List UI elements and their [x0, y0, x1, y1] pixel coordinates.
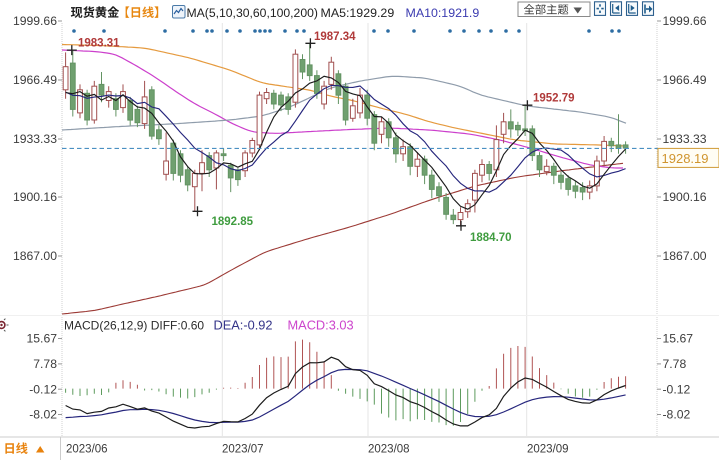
svg-text:1933.33: 1933.33 — [13, 132, 57, 146]
svg-text:2023/06: 2023/06 — [66, 444, 108, 456]
svg-text:-0.12: -0.12 — [663, 382, 691, 396]
svg-text:1928.19: 1928.19 — [662, 151, 709, 166]
svg-text:1999.66: 1999.66 — [663, 14, 707, 28]
svg-text:1900.16: 1900.16 — [663, 190, 707, 204]
svg-text:1933.33: 1933.33 — [663, 132, 707, 146]
svg-text:1900.16: 1900.16 — [13, 190, 57, 204]
svg-text:1966.49: 1966.49 — [663, 73, 707, 87]
svg-text:MA10:1921.9: MA10:1921.9 — [406, 6, 480, 20]
svg-text:-0.12: -0.12 — [29, 382, 57, 396]
svg-text:1987.34: 1987.34 — [314, 31, 356, 43]
svg-text:1867.00: 1867.00 — [13, 249, 57, 263]
svg-text:1892.85: 1892.85 — [212, 216, 254, 228]
svg-text:-8.02: -8.02 — [663, 408, 691, 422]
svg-text:DEA:-0.92: DEA:-0.92 — [214, 318, 273, 333]
svg-text:1983.31: 1983.31 — [78, 38, 120, 50]
svg-text:7.78: 7.78 — [663, 357, 687, 371]
svg-text:1952.79: 1952.79 — [533, 93, 575, 105]
svg-text:1966.49: 1966.49 — [13, 73, 57, 87]
svg-text:MA(5,10,30,60,100,200): MA(5,10,30,60,100,200) — [187, 6, 318, 20]
svg-text:MACD:3.03: MACD:3.03 — [288, 318, 354, 333]
svg-text:1884.70: 1884.70 — [470, 232, 512, 244]
svg-text:15.67: 15.67 — [663, 332, 694, 346]
svg-text:1867.00: 1867.00 — [663, 249, 707, 263]
svg-text:2023/07: 2023/07 — [222, 444, 264, 456]
svg-text:1999.66: 1999.66 — [13, 14, 57, 28]
svg-text:MA5:1929.29: MA5:1929.29 — [321, 6, 395, 20]
svg-text:MACD(26,12,9) DIFF:0.60: MACD(26,12,9) DIFF:0.60 — [64, 319, 204, 333]
svg-text:-8.02: -8.02 — [29, 408, 57, 422]
svg-text:15.67: 15.67 — [27, 332, 58, 346]
svg-text:2023/09: 2023/09 — [527, 444, 569, 456]
svg-text:2023/08: 2023/08 — [368, 444, 410, 456]
svg-text:7.78: 7.78 — [33, 357, 57, 371]
